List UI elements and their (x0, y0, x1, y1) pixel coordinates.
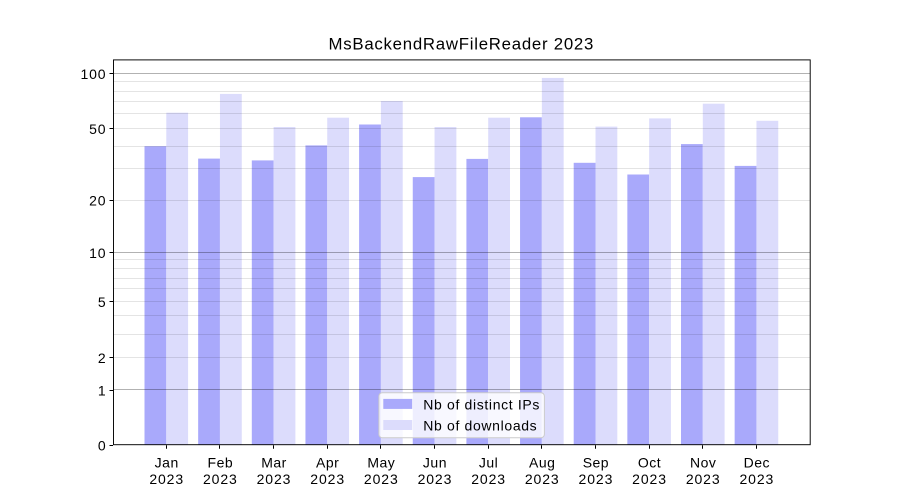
svg-text:Apr: Apr (316, 455, 339, 471)
svg-text:1: 1 (98, 383, 107, 399)
svg-text:2023: 2023 (257, 471, 292, 487)
svg-text:10: 10 (89, 245, 106, 261)
svg-text:Mar: Mar (261, 455, 287, 471)
svg-text:2023: 2023 (203, 471, 238, 487)
svg-text:Jul: Jul (479, 455, 498, 471)
svg-text:100: 100 (80, 66, 106, 82)
svg-text:2023: 2023 (739, 471, 774, 487)
svg-text:2023: 2023 (418, 471, 453, 487)
svg-text:May: May (367, 455, 395, 471)
svg-text:0: 0 (98, 438, 107, 454)
svg-text:2023: 2023 (310, 471, 345, 487)
svg-text:Sep: Sep (583, 455, 609, 471)
svg-text:MsBackendRawFileReader 2023: MsBackendRawFileReader 2023 (329, 35, 595, 54)
svg-text:Nb of downloads: Nb of downloads (423, 418, 537, 434)
svg-text:2023: 2023 (149, 471, 184, 487)
svg-text:50: 50 (89, 121, 106, 137)
svg-text:2023: 2023 (686, 471, 721, 487)
svg-text:5: 5 (98, 294, 107, 310)
svg-text:Dec: Dec (744, 455, 770, 471)
svg-text:2023: 2023 (525, 471, 560, 487)
svg-text:Feb: Feb (208, 455, 234, 471)
svg-text:Nb of distinct IPs: Nb of distinct IPs (423, 396, 540, 412)
svg-text:Oct: Oct (638, 455, 661, 471)
svg-text:Aug: Aug (529, 455, 555, 471)
svg-text:20: 20 (89, 193, 106, 209)
svg-text:2023: 2023 (579, 471, 614, 487)
svg-text:Jun: Jun (423, 455, 447, 471)
svg-text:2023: 2023 (364, 471, 399, 487)
svg-text:2023: 2023 (471, 471, 506, 487)
svg-text:Nov: Nov (690, 455, 716, 471)
svg-text:Jan: Jan (155, 455, 179, 471)
svg-text:2: 2 (98, 350, 107, 366)
svg-text:2023: 2023 (632, 471, 667, 487)
